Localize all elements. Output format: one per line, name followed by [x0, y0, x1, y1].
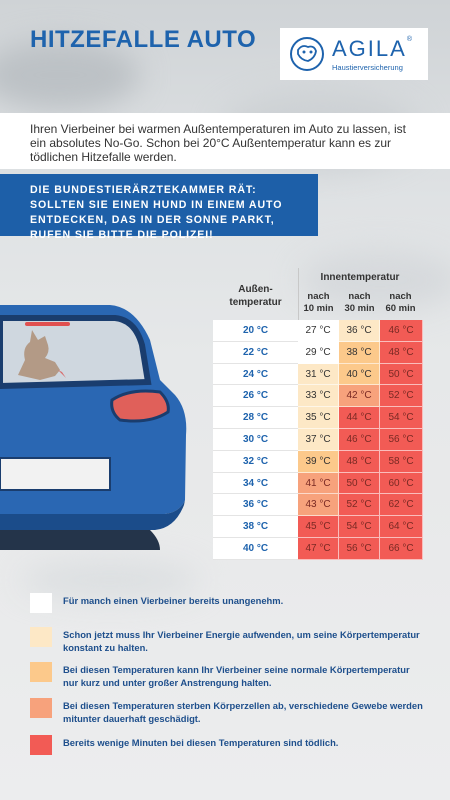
inside-temp-cell: 47 °C [298, 538, 339, 560]
inside-temp-cell: 54 °C [380, 407, 423, 429]
outside-temp-cell: 22 °C [213, 341, 298, 364]
legend-text: Bei diesen Temperaturen sterben Körperze… [63, 700, 423, 724]
inside-temp-cell: 50 °C [380, 363, 423, 386]
inside-temp-cell: 31 °C [298, 363, 339, 386]
dog-cat-logo-icon [290, 37, 324, 71]
legend-swatch [30, 662, 52, 682]
table-row: 34 °C 41 °C 50 °C 60 °C [213, 472, 423, 495]
inside-temp-cell: 56 °C [339, 538, 380, 560]
outside-temp-cell: 30 °C [213, 429, 298, 451]
col-header-10min: nach 10 min [303, 291, 334, 314]
inside-temp-cell: 41 °C [298, 472, 339, 495]
table-row: 28 °C 35 °C 44 °C 54 °C [213, 407, 423, 429]
table-row: 22 °C 29 °C 38 °C 48 °C [213, 341, 423, 364]
inside-temp-cell: 40 °C [339, 363, 380, 386]
inside-temp-cell: 35 °C [298, 407, 339, 429]
car-tire [0, 530, 160, 550]
inside-temp-cell: 56 °C [380, 429, 423, 451]
inside-temp-cell: 29 °C [298, 341, 339, 364]
table-row: 38 °C 45 °C 54 °C 64 °C [213, 516, 423, 538]
inside-temp-cell: 42 °C [339, 385, 380, 408]
header-divider [298, 268, 299, 320]
inside-temp-cell: 46 °C [380, 320, 423, 342]
inside-temp-cell: 48 °C [380, 341, 423, 364]
inside-temp-cell: 44 °C [339, 407, 380, 429]
inside-temp-cell: 52 °C [380, 385, 423, 408]
legend-text: Für manch einen Vierbeiner bereits unang… [63, 595, 284, 606]
outside-temp-cell: 36 °C [213, 494, 298, 517]
warning-box: DIE BUNDESTIERÄRZTEKAMMER RÄT: SOLLTEN S… [0, 174, 318, 241]
inside-temp-cell: 37 °C [298, 429, 339, 451]
inside-temp-cell: 66 °C [380, 538, 423, 560]
outside-temp-cell: 28 °C [213, 407, 298, 429]
table-row: 20 °C 27 °C 36 °C 46 °C [213, 320, 423, 342]
outside-temp-cell: 38 °C [213, 516, 298, 538]
inside-temp-cell: 60 °C [380, 472, 423, 495]
inside-temp-cell: 39 °C [298, 450, 339, 473]
table-row: 26 °C 33 °C 42 °C 52 °C [213, 385, 423, 408]
legend-swatch [30, 735, 52, 755]
window-frame [0, 315, 152, 390]
brake-light [25, 322, 70, 326]
inside-temp-cell: 48 °C [339, 450, 380, 473]
table-row: 40 °C 47 °C 56 °C 66 °C [213, 538, 423, 560]
table-row: 32 °C 39 °C 48 °C 58 °C [213, 450, 423, 473]
legend-text: Bei diesen Temperaturen kann Ihr Vierbei… [63, 664, 410, 688]
page-title: HITZEFALLE AUTO [30, 26, 257, 53]
legend-text: Bereits wenige Minuten bei diesen Temper… [63, 737, 339, 748]
car-illustration [0, 305, 187, 550]
logo-tagline: Haustierversicherung [332, 63, 403, 72]
inside-temp-cell: 38 °C [339, 341, 380, 364]
inside-temp-cell: 64 °C [380, 516, 423, 538]
dog-tongue [58, 370, 66, 378]
agila-logo: AGILA® Haustierversicherung [280, 28, 428, 80]
inside-temp-cell: 45 °C [298, 516, 339, 538]
legend-swatch [30, 593, 52, 613]
car-bumper [0, 500, 185, 530]
intro-box: Ihren Vierbeiner bei warmen Außentempera… [0, 113, 450, 169]
table-row: 30 °C 37 °C 46 °C 56 °C [213, 429, 423, 451]
outside-temp-cell: 20 °C [213, 320, 298, 342]
inside-temp-header: Innentemperatur [320, 272, 400, 283]
inside-temp-cell: 58 °C [380, 450, 423, 473]
dog-silhouette-icon [18, 330, 60, 380]
outside-temp-cell: 40 °C [213, 538, 298, 560]
inside-temp-cell: 36 °C [339, 320, 380, 342]
col-header-30min: nach 30 min [344, 291, 375, 314]
background-blur [300, 250, 450, 310]
outside-temp-cell: 24 °C [213, 363, 298, 386]
inside-temp-cell: 33 °C [298, 385, 339, 408]
outside-temp-cell: 34 °C [213, 472, 298, 495]
inside-temp-cell: 27 °C [298, 320, 339, 342]
legend-swatch [30, 627, 52, 647]
outside-temp-cell: 32 °C [213, 450, 298, 473]
background-blur [0, 40, 140, 110]
inside-temp-cell: 50 °C [339, 472, 380, 495]
legend-swatch [30, 698, 52, 718]
tail-light [110, 389, 170, 423]
table-row: 24 °C 31 °C 40 °C 50 °C [213, 363, 423, 386]
outside-temp-cell: 26 °C [213, 385, 298, 408]
logo-wordmark: AGILA® [332, 36, 412, 61]
outside-temp-header: Außen-temperatur [229, 284, 282, 308]
inside-temp-cell: 62 °C [380, 494, 423, 517]
col-header-60min: nach 60 min [385, 291, 416, 314]
inside-temp-cell: 54 °C [339, 516, 380, 538]
inside-temp-cell: 46 °C [339, 429, 380, 451]
inside-temp-cell: 43 °C [298, 494, 339, 517]
legend-text: Schon jetzt muss Ihr Vierbeiner Energie … [63, 629, 420, 653]
intro-text: Ihren Vierbeiner bei warmen Außentempera… [30, 122, 406, 164]
inside-temp-cell: 52 °C [339, 494, 380, 517]
warning-text: DIE BUNDESTIERÄRZTEKAMMER RÄT: SOLLTEN S… [30, 184, 283, 241]
license-plate [0, 457, 111, 491]
table-row: 36 °C 43 °C 52 °C 62 °C [213, 494, 423, 517]
